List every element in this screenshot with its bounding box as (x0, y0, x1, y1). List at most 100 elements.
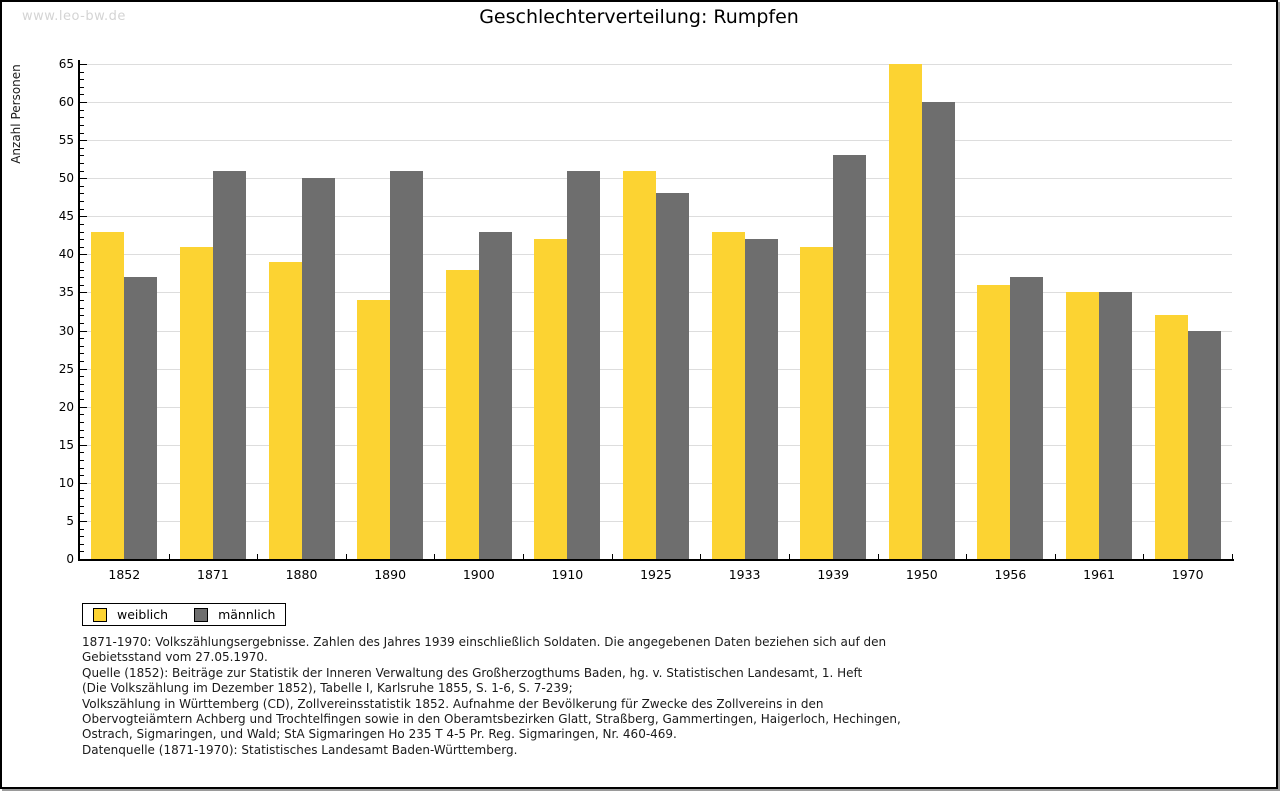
x-tick-label: 1900 (462, 567, 495, 582)
y-tick (80, 391, 84, 393)
x-tick (700, 554, 702, 559)
legend-swatch-männlich (194, 607, 209, 622)
y-tick-label: 45 (58, 209, 74, 224)
y-tick (80, 330, 87, 332)
bar-weiblich-1970 (1154, 315, 1188, 559)
bar-weiblich-1871 (179, 246, 213, 559)
x-tick-label: 1956 (994, 567, 1027, 582)
gridline (80, 178, 1232, 180)
y-tick-label: 40 (58, 247, 74, 262)
source-note-line: Gebietsstand vom 27.05.1970. (82, 650, 268, 665)
gridline (80, 64, 1232, 65)
bar-männlich-1956 (1010, 277, 1044, 559)
bar-weiblich-1925 (623, 170, 656, 559)
bar-männlich-1890 (390, 170, 424, 559)
bar-männlich-1933 (744, 239, 778, 559)
bar-männlich-1852 (124, 277, 158, 559)
x-axis-line (78, 559, 1234, 561)
bar-männlich-1925 (656, 193, 689, 559)
source-note-line: 1871-1970: Volkszählungsergebnisse. Zahl… (82, 635, 887, 649)
bar-weiblich-1852 (91, 231, 125, 559)
y-tick (80, 368, 87, 370)
y-tick-label: 55 (58, 133, 74, 148)
bar-weiblich-1956 (977, 284, 1011, 559)
y-tick (80, 292, 87, 294)
y-tick (80, 216, 87, 218)
y-tick (80, 414, 84, 416)
x-tick-label: 1910 (551, 567, 584, 582)
y-tick (80, 444, 87, 446)
x-tick (168, 554, 170, 559)
y-tick (80, 140, 87, 142)
y-tick (80, 155, 84, 157)
bar-weiblich-1910 (534, 239, 568, 559)
bar-weiblich-1890 (357, 300, 391, 559)
y-tick (80, 559, 87, 560)
x-tick (434, 554, 436, 559)
y-tick (80, 170, 84, 172)
y-tick-label: 50 (58, 171, 74, 186)
y-tick (80, 254, 87, 256)
y-tick (80, 102, 87, 104)
x-tick (966, 554, 968, 559)
x-tick (788, 554, 790, 559)
y-tick (80, 353, 84, 355)
x-tick (257, 554, 259, 559)
legend-swatch-weiblich (93, 607, 107, 622)
y-tick (80, 94, 84, 96)
bar-männlich-1939 (833, 155, 867, 559)
y-tick (80, 322, 84, 324)
y-tick-label: 65 (58, 57, 74, 71)
y-tick (80, 338, 84, 340)
x-tick-label: 1852 (108, 567, 141, 582)
y-tick (80, 124, 84, 126)
y-tick (80, 482, 87, 484)
y-tick-label: 60 (58, 95, 74, 110)
bar-männlich-1970 (1187, 330, 1221, 559)
y-tick (80, 109, 84, 111)
x-tick-label: 1939 (817, 567, 850, 582)
x-tick-label: 1925 (640, 567, 672, 582)
y-tick (80, 178, 87, 180)
y-tick (80, 452, 84, 454)
bar-männlich-1871 (212, 170, 246, 559)
source-note-line: Volkszählung in Württemberg (CD), Zollve… (82, 696, 824, 711)
y-tick (80, 307, 84, 309)
gridline (80, 102, 1232, 104)
y-tick (80, 528, 84, 530)
y-tick (80, 277, 84, 279)
y-tick (80, 475, 84, 477)
x-tick-label: 1871 (197, 567, 229, 582)
y-tick (80, 498, 84, 500)
y-tick (80, 361, 84, 362)
y-tick (80, 383, 84, 385)
bar-männlich-1961 (1099, 292, 1133, 559)
footer-source-notes: 1871-1970: Volkszählungsergebnisse. Zahl… (82, 635, 901, 743)
y-tick (80, 406, 87, 408)
y-tick (80, 208, 84, 210)
x-tick-label: 1890 (374, 567, 407, 582)
y-tick (80, 490, 84, 492)
x-tick (523, 554, 525, 559)
footer-datasource: Datenquelle (1871-1970): Statistisches L… (82, 743, 518, 757)
y-tick (80, 71, 84, 73)
y-tick (80, 421, 84, 423)
bar-weiblich-1900 (445, 269, 479, 559)
legend-item-männlich: männlich (194, 607, 275, 622)
chart-title: Geschlechterverteilung: Rumpfen (479, 6, 799, 28)
y-tick (80, 132, 84, 134)
source-note-line: Obervogteiämtern Achberg und Trochtelfin… (82, 712, 901, 727)
y-tick-label: 10 (58, 475, 74, 490)
y-tick (80, 223, 84, 225)
bar-weiblich-1880 (268, 262, 302, 559)
y-tick-label: 15 (58, 437, 74, 452)
y-tick (80, 536, 84, 538)
y-tick (80, 300, 84, 302)
y-tick (80, 147, 84, 149)
y-tick (80, 239, 84, 241)
x-tick-label: 1970 (1171, 567, 1204, 582)
y-tick (80, 505, 84, 507)
y-tick (80, 185, 84, 187)
